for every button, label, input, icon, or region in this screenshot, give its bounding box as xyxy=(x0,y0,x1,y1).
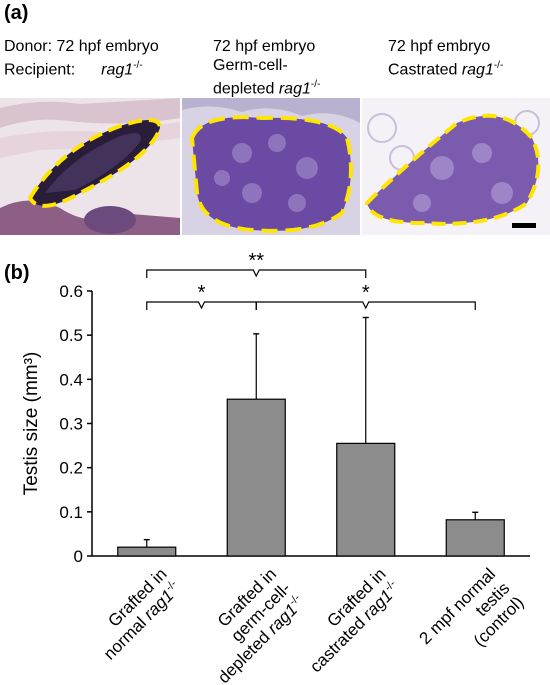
panel-b-label: (b) xyxy=(4,262,30,284)
y-tick-label: 0.5 xyxy=(59,326,83,345)
histology-image-1 xyxy=(0,98,180,235)
y-tick-label: 0 xyxy=(74,547,83,566)
header-col2-line2: Germ-cell- xyxy=(213,57,288,74)
y-tick-label: 0.3 xyxy=(59,415,83,434)
header-col1-line2: Recipient: rag1-/- xyxy=(4,60,143,79)
scale-bar xyxy=(512,223,536,228)
header-col2-line1: 72 hpf embryo xyxy=(213,38,316,55)
panel-a-label: (a) xyxy=(4,2,29,24)
y-tick-label: 0.2 xyxy=(59,459,83,478)
bar xyxy=(336,442,396,557)
histology-image-3 xyxy=(362,98,550,235)
significance-label: * xyxy=(362,282,370,304)
histology-image-2 xyxy=(182,98,360,235)
y-tick-label: 0.1 xyxy=(59,503,83,522)
significance-bracket xyxy=(146,269,367,278)
header-col2-line3: depleted rag1-/- xyxy=(213,79,321,98)
header-col1: Donor: 72 hpf embryo Recipient: rag1-/- xyxy=(4,37,159,79)
header-col1-line1: Donor: 72 hpf embryo xyxy=(4,38,159,55)
bar xyxy=(445,519,505,557)
y-tick-label: 0.4 xyxy=(59,370,83,389)
significance-label: ** xyxy=(248,250,264,272)
header-col3-line2: Castrated rag1-/- xyxy=(388,60,504,79)
bar xyxy=(226,398,286,557)
y-axis-label: Testis size (mm³) xyxy=(21,352,42,496)
significance-bracket xyxy=(255,301,476,310)
header-col2: 72 hpf embryo Germ-cell- depleted rag1-/… xyxy=(213,37,320,98)
header-col3-line1: 72 hpf embryo xyxy=(388,38,491,55)
y-tick-label: 0.6 xyxy=(59,282,83,301)
header-col3: 72 hpf embryo Castrated rag1-/- xyxy=(388,37,503,79)
bar xyxy=(117,546,177,557)
significance-label: * xyxy=(198,282,206,304)
